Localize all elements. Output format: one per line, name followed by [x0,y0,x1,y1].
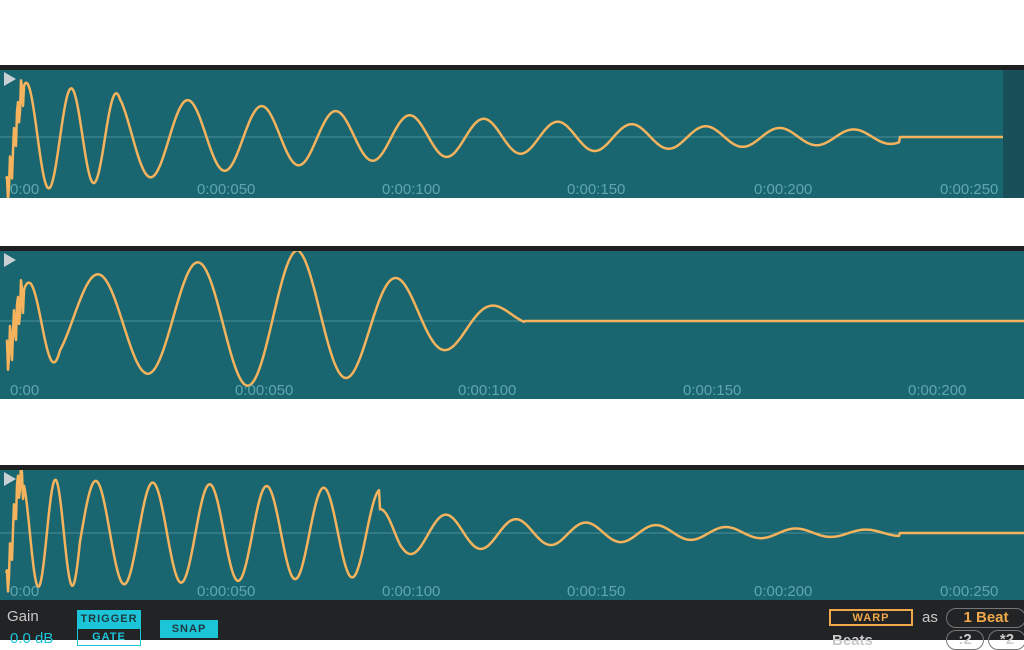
trigger-button[interactable]: TRIGGER [77,610,141,628]
warp-beat-selector[interactable]: 1 Beat [946,608,1024,628]
clip-waveform-3[interactable]: 0:00 0:00:050 0:00:100 0:00:150 0:00:200… [0,465,1024,600]
clip-waveform-2[interactable]: 0:00 0:00:050 0:00:100 0:00:150 0:00:200 [0,246,1024,399]
waveform-path [4,470,1024,593]
time-label: 0:00:050 [235,382,294,399]
time-label: 0:00:100 [382,583,441,600]
double-button[interactable]: *2 [988,630,1024,650]
gain-label: Gain [7,608,39,625]
waveform-path [5,251,1024,387]
snap-button[interactable]: SNAP [160,620,218,638]
waveform [0,470,1024,593]
time-label: 0:00 [10,181,40,198]
time-label: 0:00:100 [382,181,441,198]
time-label: 0:00:150 [567,583,626,600]
waveform [0,79,1024,198]
time-label: 0:00:200 [754,181,813,198]
warp-button[interactable]: WARP [829,609,913,626]
as-label: as [922,609,938,626]
time-label: 0:00:050 [197,181,256,198]
beats-label: Beats [832,632,873,649]
start-marker-icon[interactable] [4,472,16,486]
clip-controls-bar: Gain 0.0 dB TRIGGER GATE SNAP WARP as 1 … [0,600,1024,650]
time-label: 0:00 [10,382,40,399]
gain-value[interactable]: 0.0 dB [10,630,54,647]
time-label: 0:00:150 [567,181,626,198]
clip-waveform-1[interactable]: 0:00 0:00:050 0:00:100 0:00:150 0:00:200… [0,65,1024,198]
waveform-path [4,79,1004,198]
clip-end-region[interactable] [1003,70,1024,198]
time-label: 0:00:200 [754,583,813,600]
time-label: 0:00:250 [940,583,999,600]
time-label: 0:00:250 [940,181,999,198]
time-label: 0:00:150 [683,382,742,399]
time-label: 0:00:100 [458,382,517,399]
gate-button[interactable]: GATE [77,628,141,646]
halve-button[interactable]: :2 [946,630,984,650]
waveform [0,251,1024,387]
time-label: 0:00:050 [197,583,256,600]
time-label: 0:00 [10,583,40,600]
start-marker-icon[interactable] [4,253,16,267]
start-marker-icon[interactable] [4,72,16,86]
time-label: 0:00:200 [908,382,967,399]
